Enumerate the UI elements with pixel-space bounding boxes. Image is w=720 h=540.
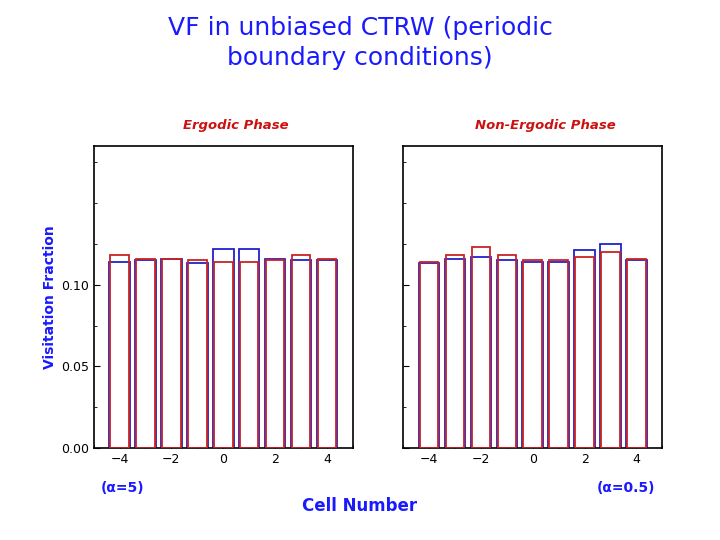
Bar	[420, 262, 438, 448]
Y-axis label: Visitation Fraction: Visitation Fraction	[42, 225, 57, 369]
Bar	[626, 260, 647, 448]
Bar	[523, 262, 543, 448]
Text: Ergodic Phase: Ergodic Phase	[184, 119, 289, 132]
Text: (α=5): (α=5)	[101, 481, 145, 495]
Bar	[318, 259, 336, 448]
Bar	[136, 259, 155, 448]
Bar	[109, 262, 130, 448]
Bar	[446, 255, 464, 448]
Bar	[497, 260, 517, 448]
Bar	[575, 251, 595, 448]
Bar	[317, 260, 337, 448]
Text: Cell Number: Cell Number	[302, 497, 418, 515]
Text: Non-Ergodic Phase: Non-Ergodic Phase	[475, 119, 616, 132]
Bar	[627, 259, 646, 448]
Bar	[265, 259, 285, 448]
Bar	[292, 255, 310, 448]
Bar	[161, 259, 181, 448]
Bar	[213, 249, 233, 448]
Bar	[188, 260, 207, 448]
Bar	[549, 262, 569, 448]
Bar	[419, 264, 439, 448]
Bar	[549, 260, 568, 448]
Bar	[523, 260, 542, 448]
Bar	[445, 259, 465, 448]
Text: VF in unbiased CTRW (periodic
boundary conditions): VF in unbiased CTRW (periodic boundary c…	[168, 16, 552, 70]
Bar	[214, 262, 233, 448]
Bar	[601, 252, 620, 448]
Bar	[187, 264, 207, 448]
Bar	[471, 257, 491, 448]
Bar	[162, 259, 181, 448]
Bar	[575, 257, 594, 448]
Text: (α=0.5): (α=0.5)	[597, 481, 655, 495]
Bar	[472, 247, 490, 448]
Bar	[239, 249, 259, 448]
Bar	[135, 260, 156, 448]
Bar	[291, 260, 311, 448]
Bar	[498, 255, 516, 448]
Bar	[110, 255, 129, 448]
Bar	[240, 262, 258, 448]
Bar	[266, 260, 284, 448]
Bar	[600, 244, 621, 448]
